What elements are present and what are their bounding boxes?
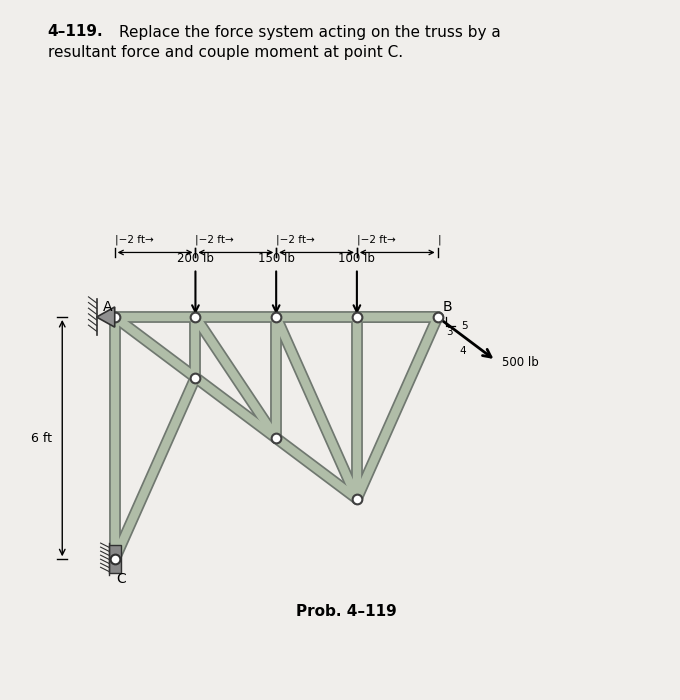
Text: |−2 ft→: |−2 ft→ bbox=[115, 234, 154, 245]
Polygon shape bbox=[97, 307, 115, 327]
Text: 4–119.: 4–119. bbox=[48, 25, 103, 39]
Text: 100 lb: 100 lb bbox=[339, 251, 375, 265]
Text: 3: 3 bbox=[447, 328, 453, 337]
Text: |−2 ft→: |−2 ft→ bbox=[195, 234, 234, 245]
Text: Replace the force system acting on the truss by a: Replace the force system acting on the t… bbox=[119, 25, 500, 39]
Text: 5: 5 bbox=[461, 321, 468, 331]
Text: 6 ft: 6 ft bbox=[31, 432, 52, 444]
Text: 200 lb: 200 lb bbox=[177, 251, 214, 265]
Bar bbox=[109, 545, 121, 573]
Text: resultant force and couple moment at point C.: resultant force and couple moment at poi… bbox=[48, 46, 403, 60]
Text: Prob. 4–119: Prob. 4–119 bbox=[296, 604, 397, 620]
Text: A: A bbox=[103, 300, 113, 314]
Text: |: | bbox=[438, 234, 441, 245]
Text: 150 lb: 150 lb bbox=[258, 251, 294, 265]
Text: |−2 ft→: |−2 ft→ bbox=[276, 234, 315, 245]
Text: |−2 ft→: |−2 ft→ bbox=[357, 234, 396, 245]
Text: B: B bbox=[443, 300, 452, 314]
Text: 500 lb: 500 lb bbox=[502, 356, 539, 369]
Text: C: C bbox=[117, 572, 126, 586]
Text: 4: 4 bbox=[459, 346, 466, 356]
